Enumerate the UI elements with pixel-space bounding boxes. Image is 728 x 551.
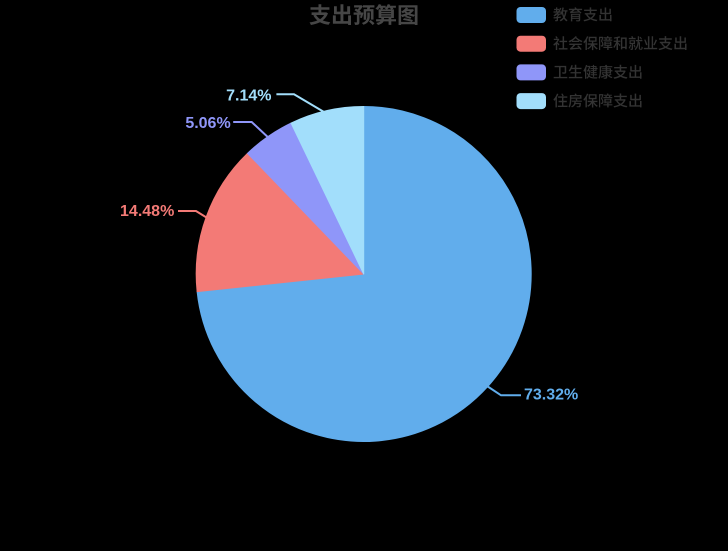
svg-text:5.06%: 5.06% (185, 115, 230, 132)
svg-text:14.48%: 14.48% (120, 203, 174, 220)
svg-text:7.14%: 7.14% (226, 88, 271, 105)
svg-text:73.32%: 73.32% (524, 387, 578, 404)
